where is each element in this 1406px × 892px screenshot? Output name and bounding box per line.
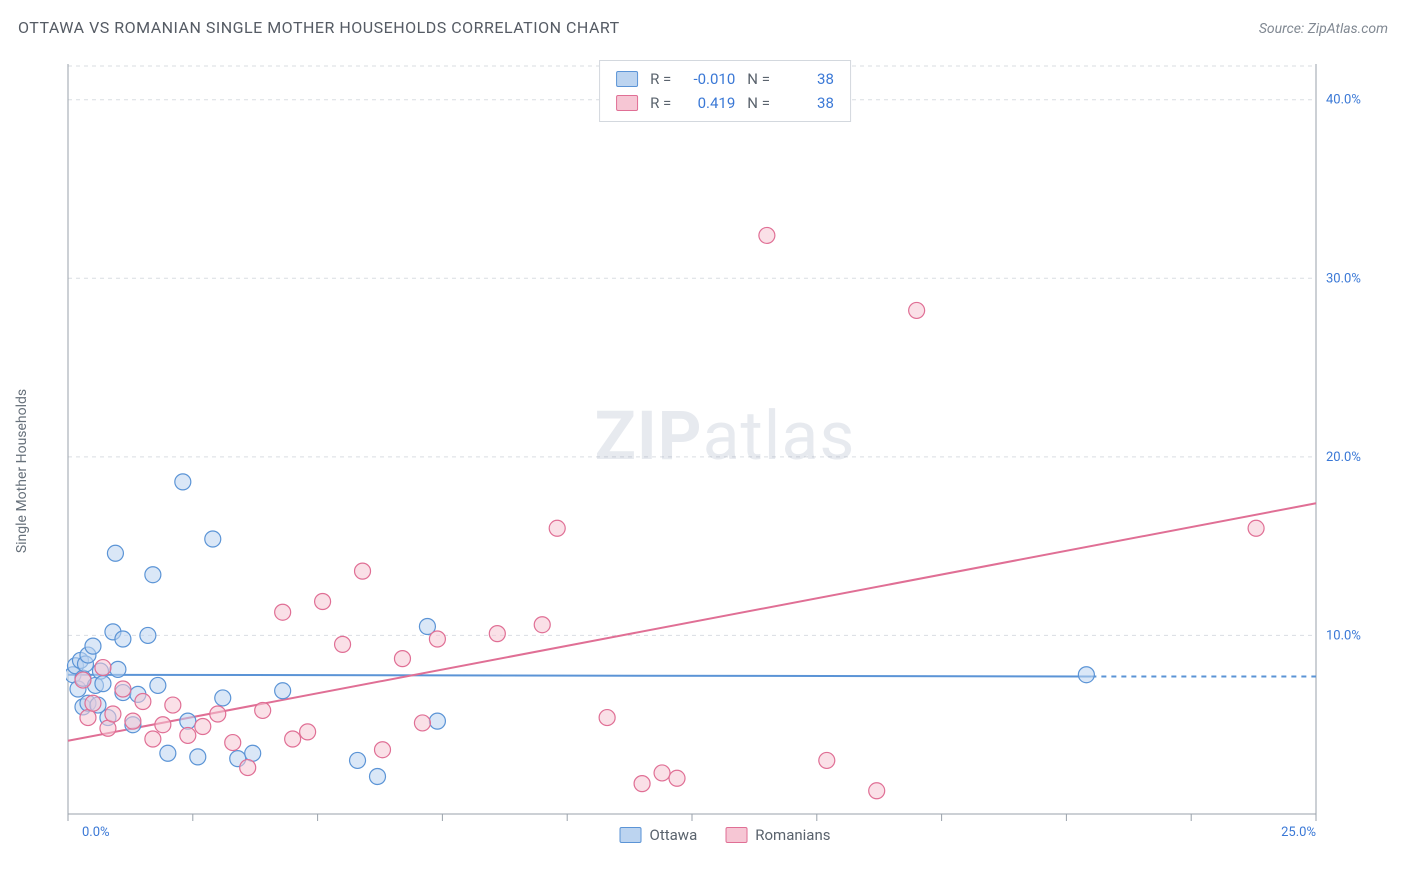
svg-text:40.0%: 40.0%	[1326, 93, 1361, 108]
legend-n-value-ottawa: 38	[782, 67, 834, 91]
data-point-ottawa	[1078, 667, 1094, 683]
svg-text:25.0%: 25.0%	[1281, 825, 1316, 840]
data-point-romanians	[355, 563, 371, 579]
data-point-ottawa	[190, 749, 206, 765]
chart-area: Single Mother Households ZIPatlas R = -0…	[18, 56, 1388, 886]
legend-swatch-ottawa-bottom	[620, 827, 642, 843]
legend-series: Ottawa Romanians	[620, 826, 831, 844]
data-point-romanians	[165, 697, 181, 713]
data-point-romanians	[155, 717, 171, 733]
data-point-ottawa	[160, 745, 176, 761]
data-point-romanians	[374, 742, 390, 758]
data-point-ottawa	[107, 545, 123, 561]
data-point-romanians	[654, 765, 670, 781]
svg-text:10.0%: 10.0%	[1326, 628, 1361, 643]
data-point-romanians	[1248, 520, 1264, 536]
data-point-ottawa	[245, 745, 261, 761]
data-point-romanians	[225, 735, 241, 751]
data-point-romanians	[534, 617, 550, 633]
data-point-romanians	[85, 695, 101, 711]
data-point-romanians	[95, 660, 111, 676]
legend-label-romanians: Romanians	[755, 826, 830, 844]
source-label: Source:	[1259, 21, 1304, 37]
legend-stats: R = -0.010 N = 38 R = 0.419 N = 38	[599, 60, 851, 122]
legend-n-label: N =	[747, 67, 770, 91]
legend-r-value-romanians: 0.419	[683, 91, 735, 115]
data-point-ottawa	[140, 627, 156, 643]
legend-r-value-ottawa: -0.010	[683, 67, 735, 91]
data-point-romanians	[210, 706, 226, 722]
data-point-romanians	[135, 694, 151, 710]
chart-title: OTTAWA VS ROMANIAN SINGLE MOTHER HOUSEHO…	[18, 18, 620, 37]
data-point-romanians	[125, 713, 141, 729]
data-point-romanians	[869, 783, 885, 799]
y-axis-label: Single Mother Households	[14, 389, 30, 553]
data-point-romanians	[315, 594, 331, 610]
scatter-plot: ZIPatlas R = -0.010 N = 38 R = 0.419 N =…	[66, 60, 1384, 844]
legend-swatch-romanians	[616, 95, 638, 111]
data-point-romanians	[105, 706, 121, 722]
data-point-romanians	[819, 752, 835, 768]
data-point-romanians	[335, 636, 351, 652]
data-point-romanians	[394, 651, 410, 667]
legend-swatch-romanians-bottom	[725, 827, 747, 843]
data-point-romanians	[599, 710, 615, 726]
data-point-ottawa	[350, 752, 366, 768]
data-point-ottawa	[115, 631, 131, 647]
data-point-romanians	[240, 760, 256, 776]
legend-r-label: R =	[650, 67, 671, 91]
data-point-romanians	[115, 681, 131, 697]
data-point-ottawa	[275, 683, 291, 699]
legend-label-ottawa: Ottawa	[650, 826, 698, 844]
data-point-ottawa	[175, 474, 191, 490]
data-point-ottawa	[150, 677, 166, 693]
legend-swatch-ottawa	[616, 71, 638, 87]
data-point-romanians	[275, 604, 291, 620]
data-point-ottawa	[215, 690, 231, 706]
data-point-romanians	[300, 724, 316, 740]
data-point-romanians	[429, 631, 445, 647]
data-point-ottawa	[85, 638, 101, 654]
svg-text:0.0%: 0.0%	[82, 825, 110, 840]
data-point-ottawa	[110, 661, 126, 677]
svg-text:30.0%: 30.0%	[1326, 271, 1361, 286]
data-point-ottawa	[205, 531, 221, 547]
source-value: ZipAtlas.com	[1308, 21, 1388, 37]
data-point-romanians	[100, 720, 116, 736]
data-point-romanians	[255, 702, 271, 718]
legend-stats-row-romanians: R = 0.419 N = 38	[616, 91, 834, 115]
data-point-ottawa	[95, 676, 111, 692]
legend-n-value-romanians: 38	[782, 91, 834, 115]
legend-item-ottawa: Ottawa	[620, 826, 698, 844]
data-point-romanians	[145, 731, 161, 747]
data-point-ottawa	[370, 769, 386, 785]
data-point-romanians	[80, 710, 96, 726]
source-attribution: Source: ZipAtlas.com	[1259, 21, 1388, 37]
data-point-ottawa	[429, 713, 445, 729]
data-point-romanians	[285, 731, 301, 747]
legend-stats-row-ottawa: R = -0.010 N = 38	[616, 67, 834, 91]
data-point-romanians	[195, 719, 211, 735]
data-point-romanians	[180, 727, 196, 743]
data-point-romanians	[669, 770, 685, 786]
data-point-romanians	[75, 672, 91, 688]
data-point-romanians	[634, 776, 650, 792]
legend-r-label: R =	[650, 91, 671, 115]
title-bar: OTTAWA VS ROMANIAN SINGLE MOTHER HOUSEHO…	[18, 18, 1388, 37]
legend-n-label: N =	[747, 91, 770, 115]
data-point-romanians	[489, 626, 505, 642]
legend-item-romanians: Romanians	[725, 826, 830, 844]
data-point-romanians	[759, 227, 775, 243]
svg-text:20.0%: 20.0%	[1326, 450, 1361, 465]
data-point-romanians	[549, 520, 565, 536]
data-point-ottawa	[180, 713, 196, 729]
data-point-ottawa	[145, 567, 161, 583]
data-point-romanians	[414, 715, 430, 731]
data-point-romanians	[909, 302, 925, 318]
plot-svg: 0.0% 25.0% 10.0% 20.0% 30.0% 40.0%	[66, 60, 1384, 844]
